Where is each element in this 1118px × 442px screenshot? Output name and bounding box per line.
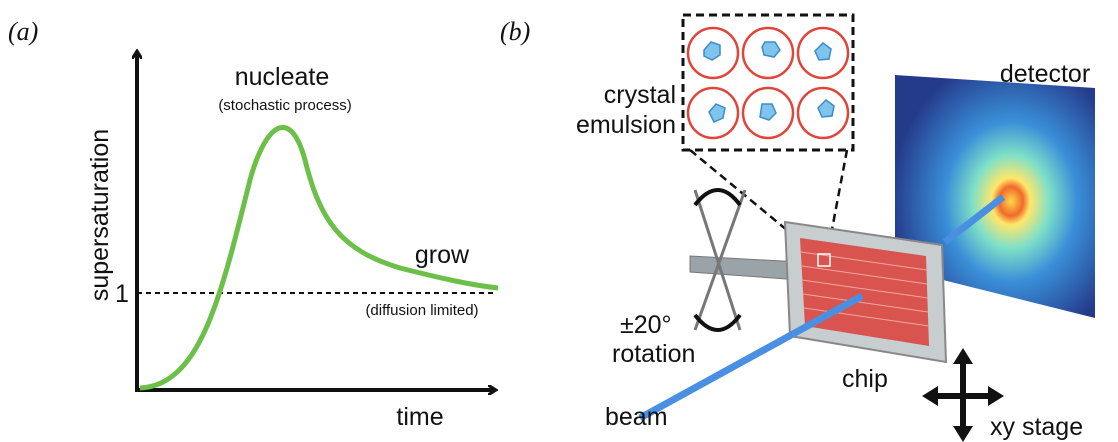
figure: (a) supersaturation time 1 nucleate (sto… — [0, 0, 1118, 442]
inset-pointer — [830, 150, 847, 240]
level-label: 1 — [115, 280, 129, 308]
nucleate-note: (stochastic process) — [218, 97, 351, 114]
stage-label: xy stage — [990, 413, 1083, 441]
emulsion-label: crystal — [604, 81, 676, 109]
chip-label: chip — [842, 365, 888, 393]
beam-label: beam — [605, 403, 668, 431]
x-axis-label: time — [396, 403, 443, 431]
panel-label: (a) — [8, 17, 38, 46]
mount-rod — [690, 256, 800, 280]
rotation-label: rotation — [612, 340, 695, 368]
grow-label: grow — [415, 241, 470, 269]
y-axis-label: supersaturation — [86, 129, 114, 301]
grow-note: (diffusion limited) — [365, 302, 478, 319]
stage-arrows — [930, 358, 996, 434]
panel-label: (b) — [500, 17, 530, 46]
rotation-angle: ±20° — [620, 311, 672, 339]
emulsion-label: emulsion — [576, 111, 676, 139]
detector-label: detector — [1000, 60, 1090, 88]
nucleate-label: nucleate — [235, 63, 330, 91]
